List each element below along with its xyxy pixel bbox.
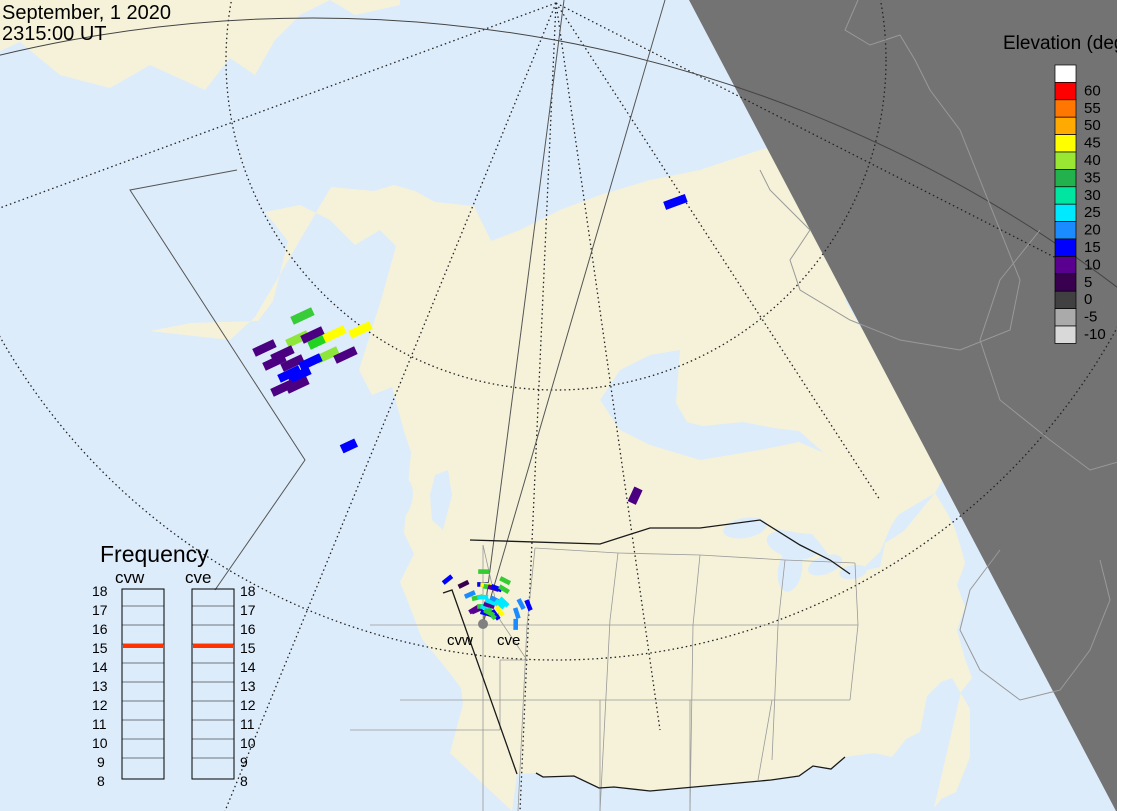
- svg-text:13: 13: [240, 678, 256, 694]
- svg-text:10: 10: [240, 735, 256, 751]
- svg-text:18: 18: [240, 583, 256, 599]
- svg-text:14: 14: [92, 659, 108, 675]
- svg-text:2315:00 UT: 2315:00 UT: [2, 23, 107, 45]
- svg-text:-5: -5: [1084, 309, 1097, 326]
- svg-text:-10: -10: [1084, 326, 1106, 343]
- svg-text:13: 13: [92, 678, 108, 694]
- svg-text:60: 60: [1084, 83, 1101, 100]
- svg-text:Frequency: Frequency: [100, 541, 209, 567]
- svg-text:45: 45: [1084, 135, 1101, 152]
- svg-text:50: 50: [1084, 117, 1101, 134]
- svg-text:cve: cve: [185, 568, 211, 587]
- svg-text:cve: cve: [497, 632, 520, 649]
- svg-text:17: 17: [92, 602, 108, 618]
- svg-text:5: 5: [1084, 274, 1092, 291]
- svg-text:11: 11: [240, 716, 255, 732]
- svg-text:55: 55: [1084, 100, 1101, 117]
- svg-text:15: 15: [240, 640, 256, 656]
- svg-text:15: 15: [92, 640, 108, 656]
- svg-text:30: 30: [1084, 187, 1101, 204]
- svg-text:11: 11: [92, 716, 107, 732]
- svg-text:cvw: cvw: [115, 568, 145, 587]
- svg-text:35: 35: [1084, 169, 1101, 186]
- svg-text:cvw: cvw: [447, 632, 473, 649]
- svg-text:0: 0: [1084, 291, 1092, 308]
- svg-text:25: 25: [1084, 204, 1101, 221]
- svg-text:8: 8: [97, 773, 105, 789]
- svg-text:15: 15: [1084, 239, 1101, 256]
- svg-text:16: 16: [240, 621, 256, 637]
- svg-text:12: 12: [240, 697, 256, 713]
- svg-text:9: 9: [240, 754, 248, 770]
- svg-text:12: 12: [92, 697, 108, 713]
- svg-text:10: 10: [92, 735, 108, 751]
- svg-text:September, 1 2020: September, 1 2020: [2, 2, 171, 24]
- svg-text:17: 17: [240, 602, 256, 618]
- svg-text:18: 18: [92, 583, 108, 599]
- svg-text:14: 14: [240, 659, 256, 675]
- svg-text:Elevation (deg): Elevation (deg): [1003, 33, 1125, 54]
- svg-text:10: 10: [1084, 256, 1101, 273]
- svg-text:20: 20: [1084, 222, 1101, 239]
- svg-text:16: 16: [92, 621, 108, 637]
- svg-text:8: 8: [240, 773, 248, 789]
- svg-text:9: 9: [97, 754, 105, 770]
- svg-text:40: 40: [1084, 152, 1101, 169]
